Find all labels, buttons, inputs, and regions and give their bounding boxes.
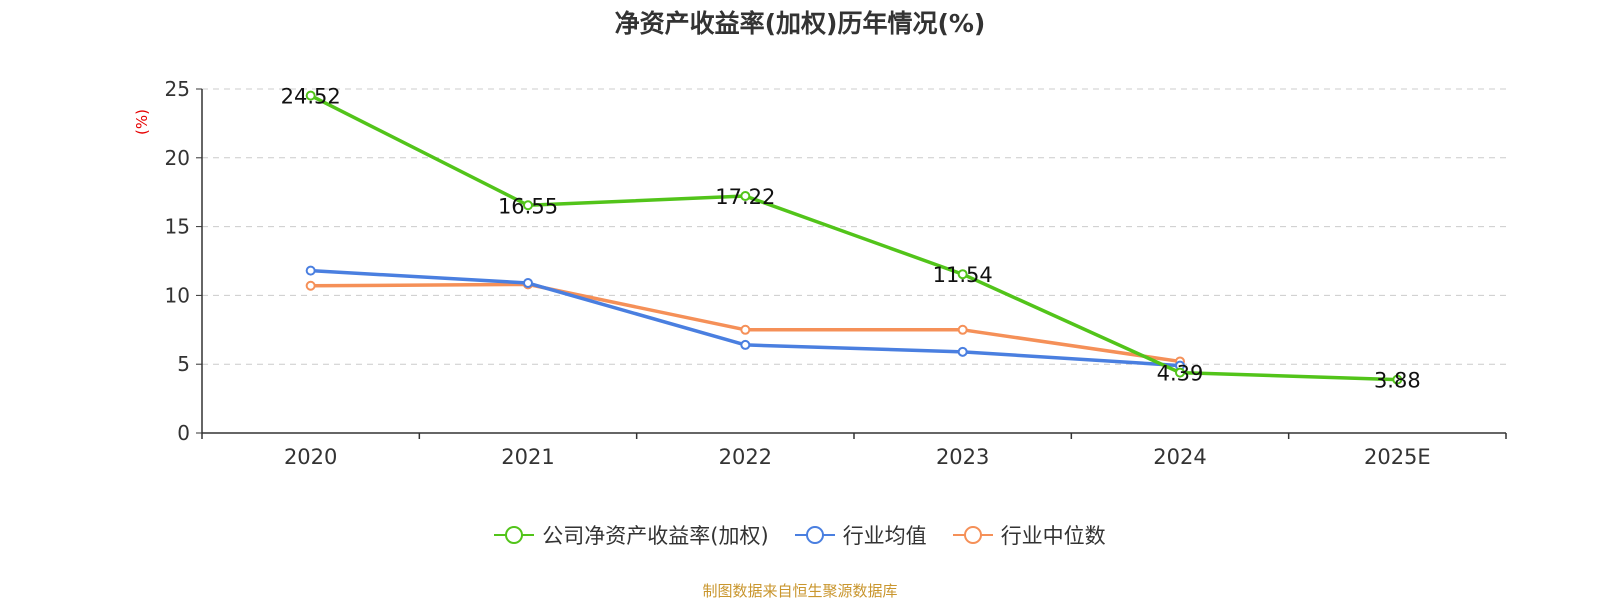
legend-label-industry-median: 行业中位数 bbox=[1000, 524, 1106, 548]
legend-item-company-roe[interactable]: 公司净资产收益率(加权) bbox=[494, 520, 769, 550]
chart-legend: 公司净资产收益率(加权) 行业均值 行业中位数 bbox=[0, 520, 1600, 550]
legend-marker-blue-icon bbox=[794, 526, 835, 544]
y-axis-title: (%) bbox=[133, 109, 151, 135]
y-tick-label-20: 20 bbox=[165, 146, 190, 170]
x-tick-label-2022: 2022 bbox=[719, 445, 772, 469]
data-point-s0-2021 bbox=[523, 200, 533, 211]
data-point-s2-2023 bbox=[957, 324, 968, 335]
y-tick-label-10: 10 bbox=[165, 283, 190, 307]
y-tick-label-15: 15 bbox=[165, 215, 190, 239]
data-point-s0-2022 bbox=[740, 191, 751, 202]
x-tick-label-2021: 2021 bbox=[501, 445, 554, 469]
data-point-s1-2022 bbox=[740, 339, 751, 350]
y-tick-label-25: 25 bbox=[165, 77, 190, 101]
data-point-s1-2021 bbox=[523, 278, 533, 289]
data-label-2020: 24.52 bbox=[281, 85, 341, 109]
legend-marker-green-icon bbox=[494, 526, 535, 544]
data-label-2023: 11.54 bbox=[933, 263, 993, 287]
line-chart: 0 5 10 15 20 25 (%) 2020 2021 2022 2023 2024 2025E 24… bbox=[133, 77, 1507, 469]
data-point-s0-2025E bbox=[1392, 374, 1403, 385]
y-tick-label-5: 5 bbox=[177, 352, 190, 376]
data-point-s1-2020 bbox=[305, 265, 316, 276]
x-tick-label-2023: 2023 bbox=[936, 445, 989, 469]
data-point-s0-2020 bbox=[305, 90, 316, 101]
data-point-s2-2022 bbox=[740, 324, 751, 335]
data-point-s1-2023 bbox=[957, 346, 968, 357]
y-tick-label-0: 0 bbox=[177, 421, 190, 445]
data-point-s0-2024 bbox=[1175, 367, 1185, 378]
data-source-note: 制图数据来自恒生聚源数据库 bbox=[702, 582, 898, 600]
legend-marker-orange-icon bbox=[952, 526, 993, 544]
x-tick-label-2020: 2020 bbox=[284, 445, 337, 469]
x-tick-label-2024: 2024 bbox=[1153, 445, 1206, 469]
series-line-0 bbox=[309, 94, 1398, 382]
data-point-s0-2023 bbox=[957, 269, 968, 280]
legend-label-industry-mean: 行业均值 bbox=[842, 524, 927, 548]
legend-item-industry-mean[interactable]: 行业均值 bbox=[794, 520, 927, 550]
data-label-2022: 17.22 bbox=[715, 185, 775, 209]
legend-label-company-roe: 公司净资产收益率(加权) bbox=[542, 524, 769, 548]
chart-title: 净资产收益率(加权)历年情况(%) bbox=[614, 9, 986, 38]
legend-item-industry-median[interactable]: 行业中位数 bbox=[952, 520, 1106, 550]
data-label-2024: 4.39 bbox=[1157, 362, 1204, 386]
data-label-2025E: 3.88 bbox=[1374, 369, 1421, 393]
data-label-2021: 16.55 bbox=[498, 194, 558, 218]
data-point-s2-2020 bbox=[305, 280, 316, 291]
x-tick-label-2025E: 2025E bbox=[1364, 445, 1431, 469]
